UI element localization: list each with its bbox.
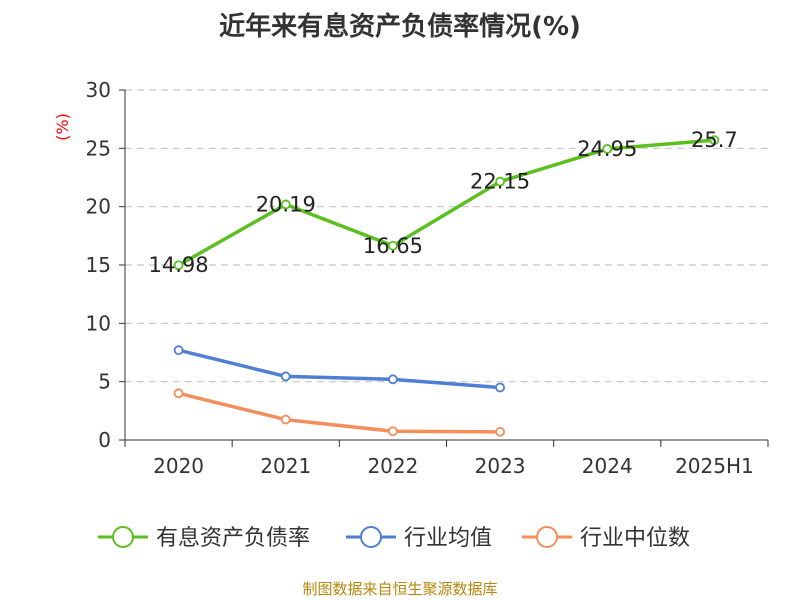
legend-item: 行业均值 — [346, 526, 492, 551]
data-point — [388, 374, 398, 385]
legend-swatch-marker — [360, 526, 382, 548]
data-point — [388, 426, 398, 437]
axes: 0 5 10 15 20 25 30 (%) 2020 2021 2022 2023 2024 2025H… — [53, 78, 769, 478]
y-tick-label: 30 — [86, 78, 111, 102]
data-label: 16.65 — [363, 234, 423, 258]
y-tick-label: 25 — [86, 136, 111, 160]
data-point — [280, 199, 291, 210]
data-labels: 14.98 20.19 16.65 22.15 24.95 25.7 — [149, 128, 738, 277]
legend: 有息资产负债率 行业均值 行业中位数 — [98, 526, 690, 551]
data-point — [388, 240, 398, 251]
grid-lines — [125, 89, 768, 383]
y-tick-label: 15 — [86, 253, 111, 277]
x-tick-label: 2023 — [475, 454, 526, 478]
legend-item: 行业中位数 — [522, 526, 690, 551]
data-label: 22.15 — [470, 170, 530, 194]
x-tick-label: 2025H1 — [675, 454, 754, 478]
data-point — [280, 414, 291, 425]
data-point — [173, 345, 184, 356]
legend-swatch-marker — [112, 526, 134, 548]
legend-label: 行业中位数 — [580, 526, 690, 551]
x-tick-label: 2020 — [153, 454, 204, 478]
y-tick-label: 20 — [86, 195, 111, 219]
data-point — [495, 176, 505, 187]
data-label: 24.95 — [577, 137, 637, 161]
x-tick-label: 2021 — [260, 454, 311, 478]
legend-label: 有息资产负债率 — [156, 526, 310, 551]
series-line-1 — [178, 348, 501, 390]
x-tick-label: 2024 — [582, 454, 633, 478]
chart-title: 近年来有息资产负债率情况(%) — [219, 12, 581, 42]
y-tick-label: 0 — [98, 428, 111, 452]
data-point — [173, 260, 184, 271]
y-axis-unit-label: (%) — [53, 113, 72, 141]
series-line-2 — [178, 391, 501, 434]
data-point — [495, 382, 505, 393]
data-point — [280, 371, 291, 382]
x-tick-label: 2022 — [367, 454, 418, 478]
series-lines — [173, 135, 720, 437]
data-label: 14.98 — [149, 253, 209, 277]
data-point — [602, 144, 613, 154]
data-point — [495, 426, 505, 437]
legend-swatch-marker — [536, 526, 558, 548]
data-label: 20.19 — [256, 192, 316, 216]
y-tick-label: 10 — [86, 311, 111, 335]
data-point — [173, 388, 184, 399]
source-footer: 制图数据来自恒生聚源数据库 — [302, 580, 498, 598]
data-label: 25.7 — [691, 128, 738, 152]
y-tick-label: 5 — [98, 370, 111, 394]
legend-label: 行业均值 — [404, 526, 492, 551]
legend-item: 有息资产负债率 — [98, 526, 310, 551]
data-point — [709, 135, 720, 146]
series-line-0 — [177, 138, 715, 267]
